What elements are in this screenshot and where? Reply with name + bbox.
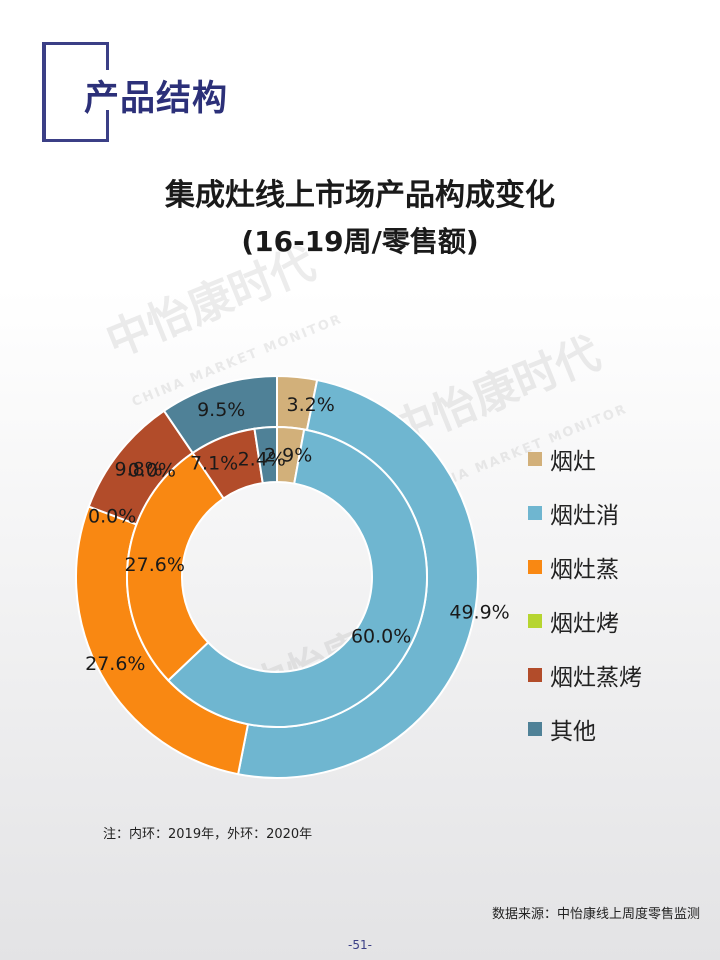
legend-swatch	[528, 668, 542, 682]
legend-swatch	[528, 452, 542, 466]
data-label-inner-烟灶烤: 0.0%	[128, 459, 176, 481]
legend-swatch	[528, 614, 542, 628]
legend-label: 烟灶消	[550, 503, 619, 529]
legend-label: 烟灶烤	[550, 611, 619, 637]
legend-swatch	[528, 722, 542, 736]
slice-inner-其他	[253, 425, 278, 485]
data-labels: 3.2%49.9%27.6%0.0%9.8%9.5%2.9%60.0%27.6%…	[85, 394, 510, 675]
data-label-outer-烟灶: 3.2%	[287, 394, 335, 416]
chart-note: 注：内环：2019年，外环：2020年	[103, 827, 313, 842]
data-label-outer-其他: 9.5%	[197, 399, 245, 421]
data-label-inner-烟灶蒸: 27.6%	[125, 554, 185, 576]
slice-inner-烟灶消	[166, 428, 428, 728]
legend-item: 烟灶	[528, 432, 642, 486]
data-label-outer-烟灶蒸烤: 9.8%	[114, 458, 162, 480]
data-source: 数据来源：中怡康线上周度零售监测	[491, 907, 700, 922]
data-label-inner-烟灶消: 60.0%	[351, 626, 411, 648]
page-number: -51-	[348, 938, 372, 952]
title-frame-gap	[75, 70, 115, 110]
legend-label: 烟灶	[550, 449, 596, 475]
legend-item: 烟灶烤	[528, 594, 642, 648]
inner-ring-2019	[126, 425, 428, 728]
legend-swatch	[528, 560, 542, 574]
data-label-outer-烟灶消: 49.9%	[449, 602, 509, 624]
legend-item: 烟灶蒸	[528, 540, 642, 594]
legend-swatch	[528, 506, 542, 520]
chart-subtitle: (16-19周/零售额)	[241, 225, 479, 258]
legend-label: 烟灶蒸	[550, 557, 619, 583]
legend-item: 其他	[528, 702, 642, 756]
legend-item: 烟灶蒸烤	[528, 648, 642, 702]
data-label-outer-烟灶烤: 0.0%	[88, 505, 136, 527]
legend-item: 烟灶消	[528, 486, 642, 540]
chart-legend: 烟灶烟灶消烟灶蒸烟灶烤烟灶蒸烤其他	[528, 432, 642, 756]
data-label-inner-烟灶蒸烤: 7.1%	[190, 452, 238, 474]
legend-label: 烟灶蒸烤	[550, 665, 642, 691]
data-label-inner-烟灶: 2.9%	[264, 445, 312, 467]
data-label-outer-烟灶蒸: 27.6%	[85, 653, 145, 675]
chart-title: 集成灶线上市场产品构成变化	[165, 178, 555, 213]
data-label-inner-其他: 2.4%	[238, 448, 286, 470]
legend-label: 其他	[550, 719, 596, 745]
slice-inner-烟灶蒸	[126, 451, 225, 682]
section-title: 产品结构	[84, 79, 229, 119]
